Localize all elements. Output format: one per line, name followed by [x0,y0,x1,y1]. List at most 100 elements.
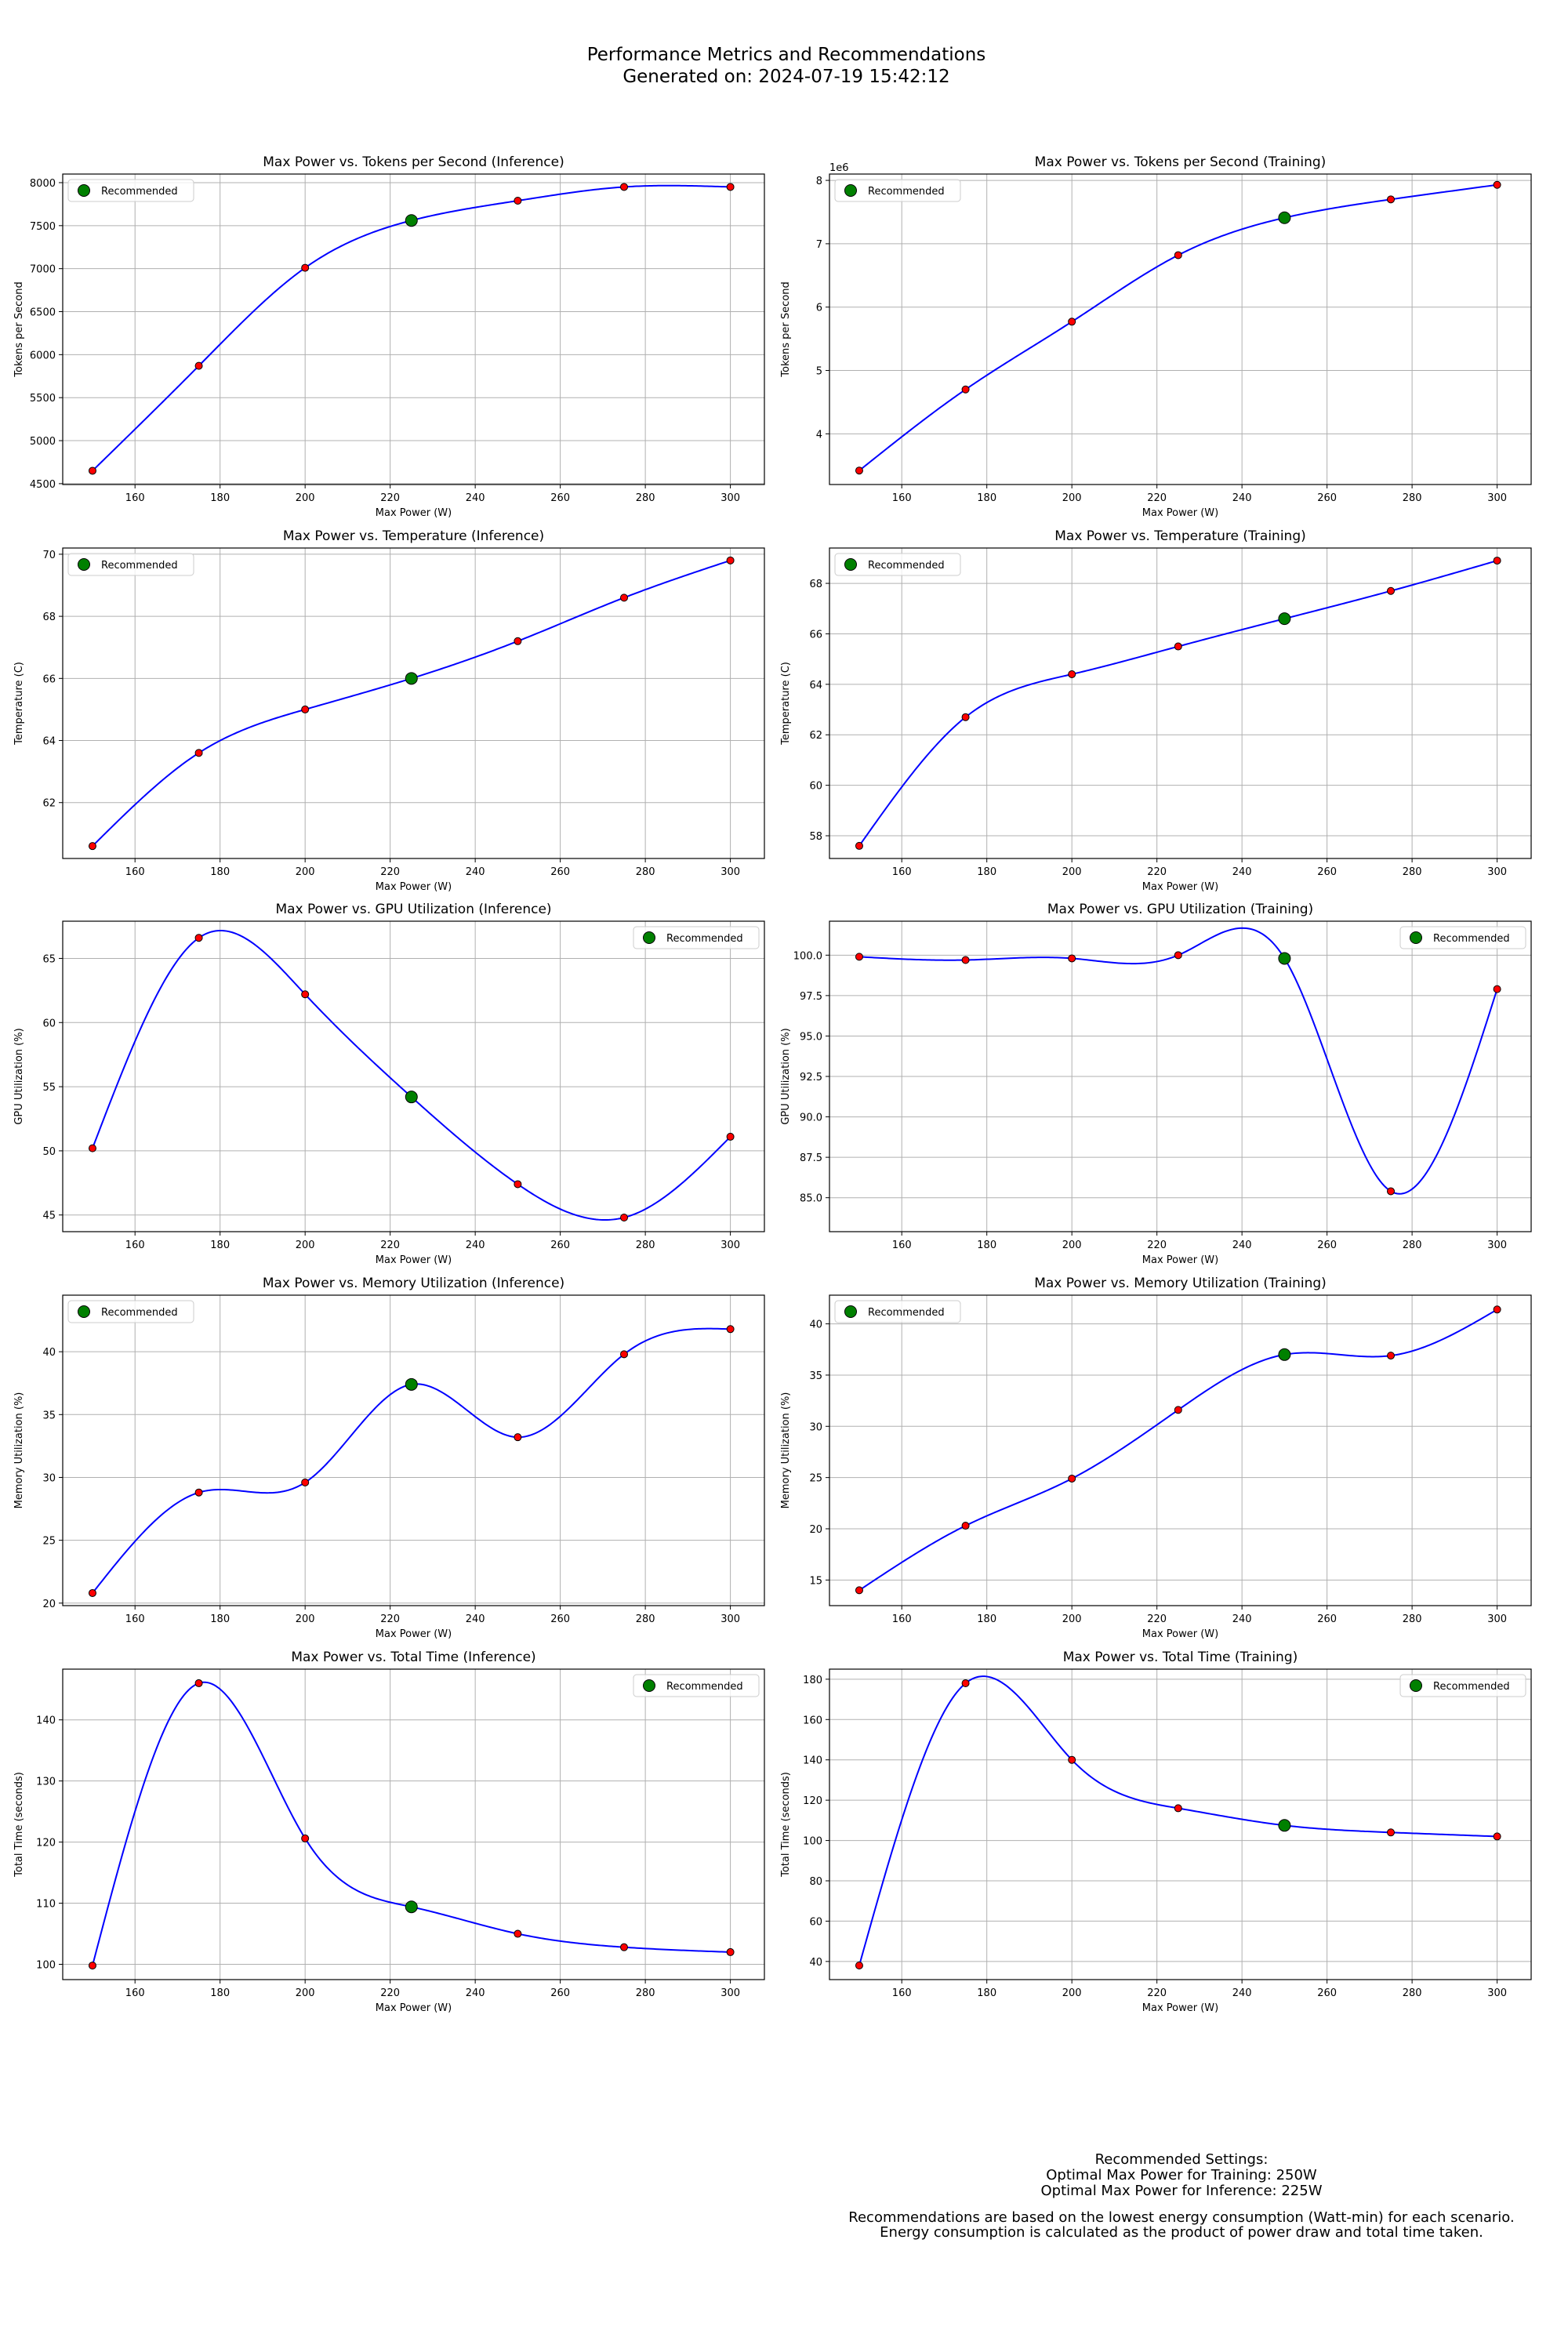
recommended-point [405,672,418,685]
legend-box [633,1674,760,1697]
y-tick-label: 65 [42,953,56,965]
x-tick-label: 200 [1062,1613,1082,1625]
x-tick-label: 200 [296,866,315,878]
legend-label: Recommended [101,186,178,198]
axes-frame [829,1668,1532,1980]
y-tick-label: 30 [42,1472,56,1484]
data-point [620,1350,628,1359]
data-point [961,713,970,721]
x-tick-label: 260 [550,866,570,878]
data-point [1174,251,1182,260]
x-tick-label: 280 [636,1987,655,1999]
x-tick-label: 260 [1317,1987,1337,1999]
chart-title: Max Power vs. Tokens per Second (Inferen… [263,154,564,170]
y-tick-label: 58 [809,831,822,843]
y-tick-label: 85.0 [800,1193,822,1205]
data-point [961,956,970,964]
x-tick-label: 200 [296,492,315,504]
x-tick-label: 240 [466,1987,485,1999]
legend-marker [78,184,90,197]
y-tick-label: 66 [809,629,822,641]
data-point [726,183,735,191]
x-tick-label: 260 [550,1987,570,1999]
x-tick-label: 160 [892,1987,912,1999]
x-tick-label: 240 [1232,1613,1252,1625]
chart-title: Max Power vs. Temperature (Inference) [283,528,544,544]
data-point [88,842,96,851]
y-tick-label: 95.0 [800,1031,822,1043]
figure-subtitle: Generated on: 2024-07-19 15:42:12 [622,67,949,87]
x-tick-label: 160 [125,866,145,878]
series-line [92,1327,731,1594]
y-tick-label: 20 [42,1599,56,1610]
x-tick-label: 220 [1147,492,1167,504]
x-tick-label: 220 [1147,866,1167,878]
x-tick-label: 220 [380,1987,400,1999]
y-axis-label: GPU Utilization (%) [780,1028,792,1124]
y-tick-label: 160 [803,1715,822,1726]
x-tick-label: 280 [1403,1987,1422,1999]
y-tick-label: 35 [42,1410,56,1421]
y-tick-label: 100.0 [793,950,822,962]
footer-training-power: Optimal Max Power for Training: 250W [1046,2167,1317,2183]
data-point [620,1943,628,1951]
legend-marker [844,184,857,197]
data-point [620,183,628,191]
axes-frame [829,173,1532,485]
x-tick-label: 260 [1317,1613,1337,1625]
x-tick-label: 220 [1147,1240,1167,1251]
y-tick-label: 87.5 [800,1152,822,1164]
chart-title: Max Power vs. Tokens per Second (Trainin… [1035,154,1327,170]
y-axis-label: Temperature (C) [13,662,25,746]
chart-panel: 160 180 200 220 240 260 280 300 15 20 25 30 35 40 Max … [780,1276,1532,1640]
x-tick-label: 220 [1147,1987,1167,1999]
x-tick-label: 220 [380,866,400,878]
y-tick-label: 120 [803,1795,822,1807]
legend-marker [1410,1679,1422,1692]
x-axis-label: Max Power (W) [376,881,452,893]
x-tick-label: 220 [380,1613,400,1625]
y-tick-label: 5500 [30,393,56,405]
x-tick-label: 200 [1062,1987,1082,1999]
x-tick-label: 280 [636,492,655,504]
y-tick-label: 120 [36,1838,56,1849]
recommended-point [1278,1819,1291,1832]
y-tick-label: 140 [803,1755,822,1767]
y-axis-label: Tokens per Second [13,281,25,377]
legend-label: Recommended [101,560,178,572]
x-tick-label: 240 [466,866,485,878]
y-tick-label: 40 [809,1957,822,1969]
chart-panel: 160 180 200 220 240 260 280 300 100 110 120 130 140 M… [13,1650,765,2014]
x-tick-label: 180 [210,866,230,878]
legend-box [1399,926,1526,949]
legend-marker [844,1305,857,1318]
legend-marker [844,558,857,571]
y-tick-label: 4 [816,429,822,441]
charts-grid: 160 180 200 220 240 260 280 300 4500 5000 5500 6000… [13,154,1532,2014]
x-tick-label: 240 [466,1613,485,1625]
x-tick-label: 280 [636,1613,655,1625]
y-tick-label: 60 [42,1018,56,1029]
series-line [92,184,731,472]
x-tick-label: 240 [466,1240,485,1251]
y-tick-label: 40 [42,1347,56,1359]
axes-frame [62,173,765,485]
x-tick-label: 280 [1403,1613,1422,1625]
figure-title: Performance Metrics and Recommendations [587,45,986,65]
y-tick-label: 7000 [30,264,56,276]
legend-marker [643,1679,655,1692]
axes-frame [829,920,1532,1232]
data-point [301,263,310,272]
data-point [514,1180,522,1189]
y-offset-label: 1e6 [829,162,849,174]
y-tick-label: 100 [803,1836,822,1848]
legend-label: Recommended [666,1681,743,1693]
x-tick-label: 240 [466,492,485,504]
x-axis-label: Max Power (W) [376,507,452,519]
x-tick-label: 180 [210,1613,230,1625]
y-tick-label: 4500 [30,479,56,491]
y-tick-label: 66 [42,673,56,685]
legend-box [834,179,961,202]
x-tick-label: 160 [125,1987,145,1999]
x-tick-label: 240 [1232,1240,1252,1251]
